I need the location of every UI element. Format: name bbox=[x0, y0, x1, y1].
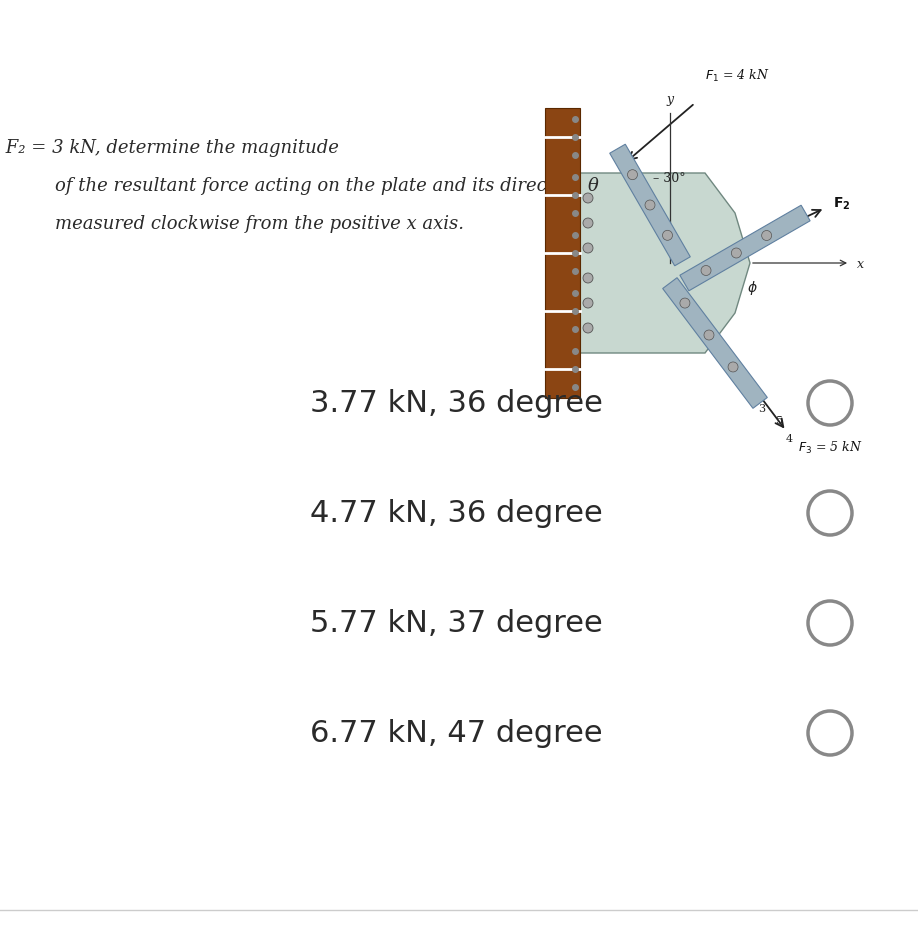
Text: 5.77 kN, 37 degree: 5.77 kN, 37 degree bbox=[310, 609, 603, 638]
Circle shape bbox=[583, 274, 593, 284]
Text: of the resultant force acting on the plate and its direction θ: of the resultant force acting on the pla… bbox=[55, 177, 599, 195]
Text: $F_3$ = 5 kN: $F_3$ = 5 kN bbox=[798, 440, 863, 456]
Circle shape bbox=[645, 200, 655, 211]
Text: 6.77 kN, 47 degree: 6.77 kN, 47 degree bbox=[310, 718, 602, 748]
Text: y: y bbox=[666, 93, 674, 106]
Circle shape bbox=[762, 231, 772, 241]
Text: 4: 4 bbox=[786, 433, 793, 444]
Text: 3.77 kN, 36 degree: 3.77 kN, 36 degree bbox=[310, 389, 603, 418]
Circle shape bbox=[583, 244, 593, 253]
Circle shape bbox=[701, 266, 711, 277]
Circle shape bbox=[583, 219, 593, 229]
Text: $\phi$: $\phi$ bbox=[747, 278, 757, 297]
Text: 5: 5 bbox=[776, 416, 783, 425]
Circle shape bbox=[663, 231, 673, 241]
Polygon shape bbox=[663, 278, 767, 409]
Text: 3: 3 bbox=[758, 404, 766, 414]
Text: $\mathbf{F_2}$: $\mathbf{F_2}$ bbox=[833, 196, 850, 212]
Circle shape bbox=[728, 363, 738, 372]
Circle shape bbox=[583, 324, 593, 334]
Polygon shape bbox=[680, 206, 810, 291]
Text: $F_1$ = 4 kN: $F_1$ = 4 kN bbox=[705, 68, 769, 84]
Circle shape bbox=[583, 299, 593, 309]
Polygon shape bbox=[580, 174, 750, 354]
Polygon shape bbox=[610, 145, 690, 266]
Circle shape bbox=[704, 330, 714, 341]
Circle shape bbox=[628, 171, 637, 180]
Text: measured clockwise from the positive x axis.: measured clockwise from the positive x a… bbox=[55, 214, 464, 233]
Text: If ϕ = 30° and F₂ = 3 kN, determine the magnitude: If ϕ = 30° and F₂ = 3 kN, determine the … bbox=[0, 139, 340, 157]
Text: – 30°: – 30° bbox=[653, 173, 686, 186]
Circle shape bbox=[680, 299, 690, 309]
Circle shape bbox=[732, 249, 742, 259]
Text: x: x bbox=[857, 257, 864, 270]
Circle shape bbox=[583, 194, 593, 204]
Bar bbox=[545, 109, 580, 398]
Text: 4.77 kN, 36 degree: 4.77 kN, 36 degree bbox=[310, 499, 603, 528]
